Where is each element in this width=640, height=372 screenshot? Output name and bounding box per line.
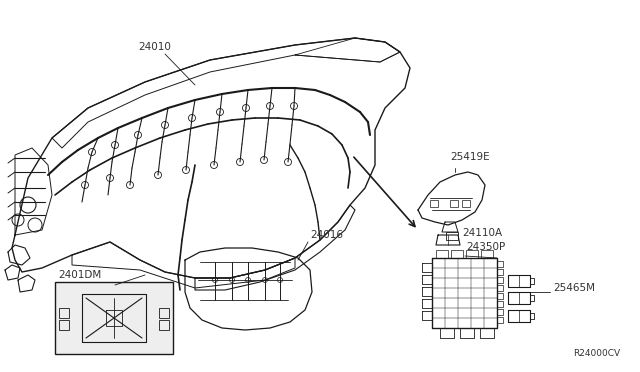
- Bar: [497, 317, 503, 323]
- Bar: [159, 320, 169, 330]
- Bar: [59, 320, 69, 330]
- Bar: [159, 308, 169, 318]
- Bar: [497, 261, 503, 267]
- Text: 25465M: 25465M: [553, 283, 595, 293]
- Bar: [481, 250, 493, 258]
- Bar: [466, 250, 478, 258]
- Text: 24010: 24010: [139, 42, 172, 52]
- Bar: [462, 200, 470, 207]
- Bar: [436, 250, 448, 258]
- Bar: [497, 285, 503, 291]
- Bar: [451, 250, 463, 258]
- Text: 25419E: 25419E: [450, 152, 490, 162]
- Bar: [55, 282, 173, 354]
- Bar: [497, 309, 503, 315]
- Bar: [497, 301, 503, 307]
- Text: R24000CV: R24000CV: [573, 349, 620, 358]
- Text: 2401DM: 2401DM: [58, 270, 101, 280]
- Text: 24350P: 24350P: [466, 242, 505, 252]
- Bar: [430, 200, 438, 207]
- Bar: [446, 232, 458, 240]
- Text: 24110A: 24110A: [462, 228, 502, 238]
- Bar: [497, 269, 503, 275]
- Bar: [497, 277, 503, 283]
- Bar: [497, 293, 503, 299]
- Text: 24016: 24016: [310, 230, 343, 240]
- Bar: [450, 200, 458, 207]
- Bar: [59, 308, 69, 318]
